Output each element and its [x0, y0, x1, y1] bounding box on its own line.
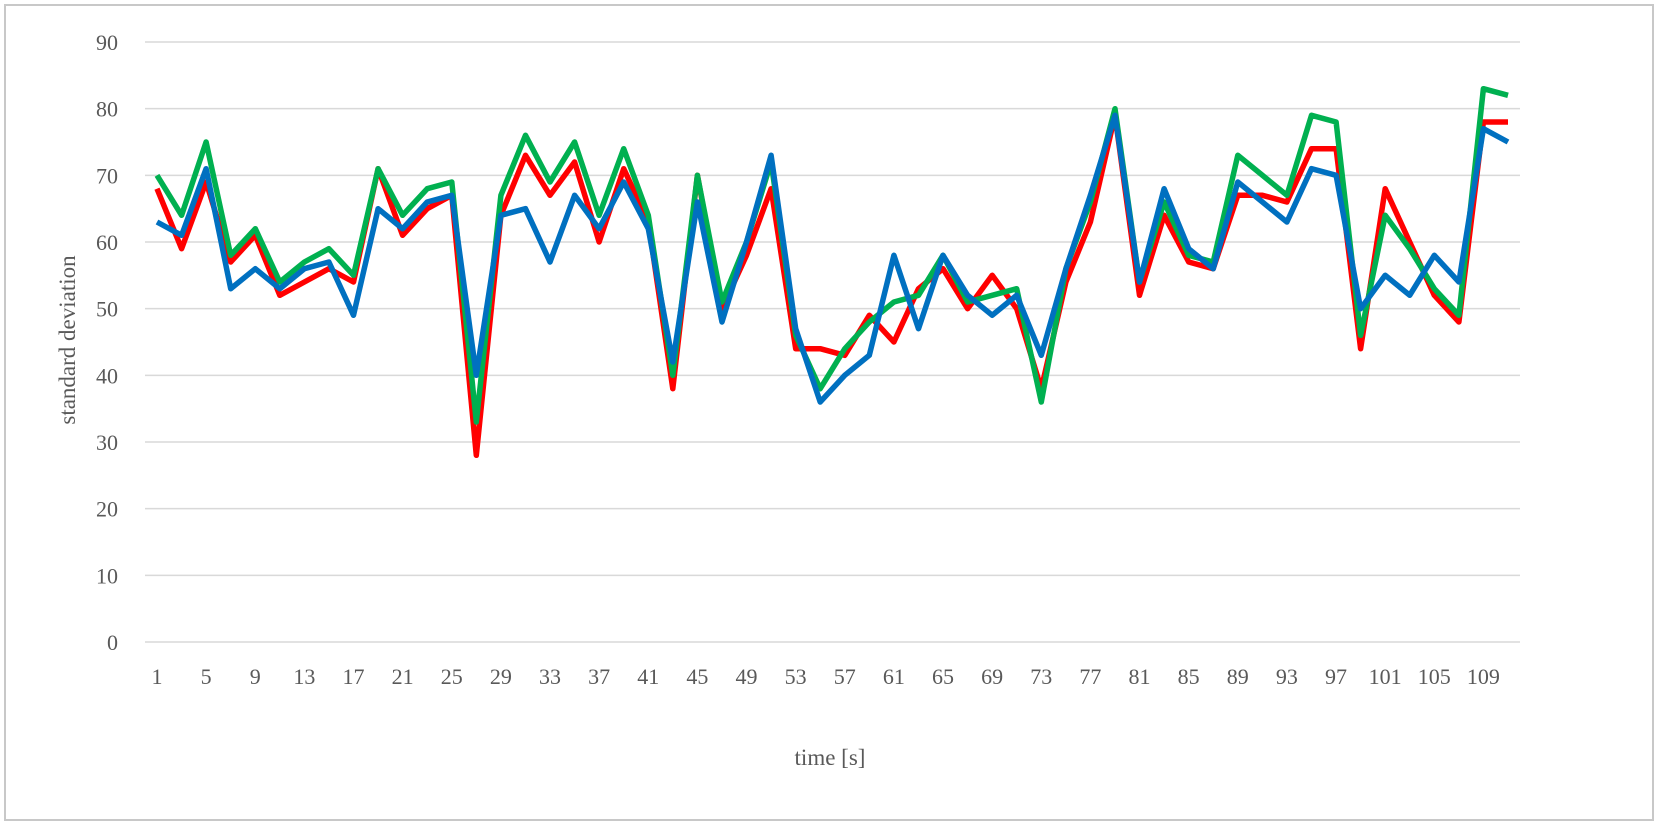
x-tick-label: 17: [343, 664, 365, 689]
x-axis-title: time [s]: [795, 745, 866, 770]
series-line-3: [155, 112, 1510, 405]
chart-frame: [4, 4, 1654, 821]
y-tick-label: 0: [107, 630, 118, 655]
x-tick-label: 105: [1418, 664, 1451, 689]
x-tick-label: 101: [1369, 664, 1402, 689]
x-tick-label: 73: [1030, 664, 1052, 689]
x-tick-label: 85: [1178, 664, 1200, 689]
x-tick-label: 33: [539, 664, 561, 689]
y-tick-label: 60: [96, 230, 118, 255]
x-tick-label: 5: [201, 664, 212, 689]
y-axis-title: standard deviation: [55, 255, 80, 425]
series-line-2: [154, 85, 1509, 425]
x-tick-label: 81: [1129, 664, 1151, 689]
y-tick-label: 20: [96, 497, 118, 522]
x-tick-label: 77: [1079, 664, 1101, 689]
x-tick-label: 69: [981, 664, 1003, 689]
x-tick-label: 49: [736, 664, 758, 689]
x-tick-label: 41: [637, 664, 659, 689]
x-tick-label: 65: [932, 664, 954, 689]
y-tick-label: 40: [96, 363, 118, 388]
y-tick-label: 80: [96, 97, 118, 122]
y-tick-label: 30: [96, 430, 118, 455]
x-axis-ticks: 1 5 9 13 17 21 25 29 33 37 41 45 49 53 57 61 65 69 73 77 81 8…: [152, 664, 1500, 689]
x-tick-label: 1: [152, 664, 163, 689]
gridlines: [145, 41, 1520, 643]
y-axis-ticks: 0 10 20 30 40 50 60 70 80 90: [96, 30, 118, 655]
y-tick-label: 50: [96, 297, 118, 322]
x-tick-label: 45: [686, 664, 708, 689]
x-tick-label: 9: [250, 664, 261, 689]
x-tick-label: 25: [441, 664, 463, 689]
x-tick-label: 109: [1467, 664, 1500, 689]
y-tick-label: 70: [96, 163, 118, 188]
x-tick-label: 93: [1276, 664, 1298, 689]
x-tick-label: 37: [588, 664, 610, 689]
x-tick-label: 89: [1227, 664, 1249, 689]
x-tick-label: 97: [1325, 664, 1347, 689]
series-lines: [154, 85, 1510, 459]
x-tick-label: 61: [883, 664, 905, 689]
y-tick-label: 90: [96, 30, 118, 55]
x-tick-label: 21: [392, 664, 414, 689]
x-tick-label: 57: [834, 664, 856, 689]
x-tick-label: 13: [293, 664, 315, 689]
y-tick-label: 10: [96, 563, 118, 588]
x-tick-label: 29: [490, 664, 512, 689]
x-tick-label: 53: [785, 664, 807, 689]
